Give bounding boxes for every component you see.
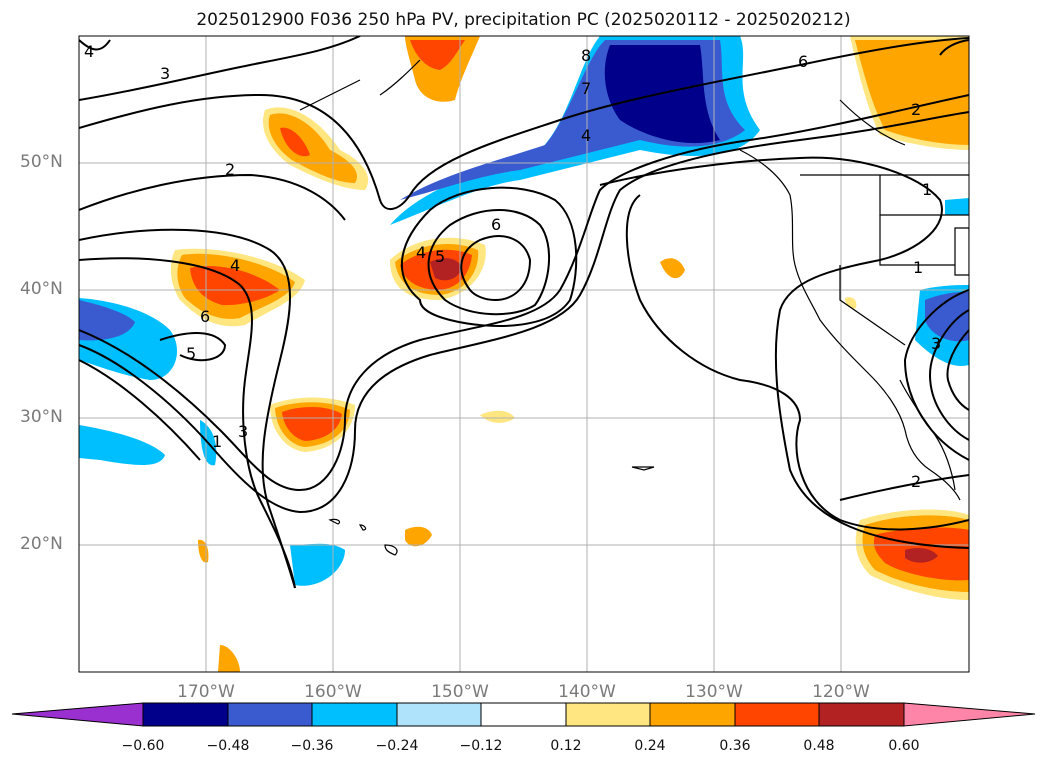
lat-label-20n: 20°N (20, 534, 63, 554)
lon-label-120w: 120°W (812, 682, 870, 702)
colorbar-extend-min (11, 702, 144, 727)
colorbar-segment (480, 702, 567, 727)
colorbar-segment (565, 702, 651, 727)
colorbar-tick: 0.12 (550, 738, 582, 754)
lon-label-140w: 140°W (558, 682, 616, 702)
lon-label-170w: 170°W (177, 682, 235, 702)
colorbar-tick: −0.12 (459, 738, 503, 754)
contour-label: 1 (913, 258, 923, 277)
contour-label: 6 (200, 307, 210, 326)
lon-label-150w: 150°W (431, 682, 489, 702)
map-title: 2025012900 F036 250 hPa PV, precipitatio… (196, 10, 851, 30)
plot-frame (78, 35, 970, 673)
colorbar-segment (396, 702, 482, 727)
lat-label-40n: 40°N (20, 279, 63, 299)
contour-label: 6 (798, 52, 808, 71)
contour-label: 8 (581, 46, 591, 65)
contour-label: 2 (911, 100, 921, 119)
contour-label: 1 (922, 180, 932, 199)
lon-label-130w: 130°W (685, 682, 743, 702)
contour-label: 7 (581, 79, 591, 98)
colorbar-tick: 0.36 (719, 738, 751, 754)
contour-label: 5 (186, 344, 196, 363)
colorbar-tick: −0.60 (121, 738, 165, 754)
lat-label-50n: 50°N (20, 152, 63, 172)
colorbar-segment (227, 702, 313, 727)
lon-label-160w: 160°W (304, 682, 362, 702)
contour-label: 3 (931, 334, 941, 353)
pv-contours (79, 36, 969, 589)
shading-layer (79, 36, 969, 672)
contour-label: 3 (160, 64, 170, 83)
colorbar-tick: −0.48 (206, 738, 250, 754)
contour-label: 2 (225, 160, 235, 179)
lat-label-30n: 30°N (20, 407, 63, 427)
colorbar-tick: −0.24 (375, 738, 419, 754)
contour-label: 3 (238, 422, 248, 441)
contour-label: 4 (581, 126, 591, 145)
contour-label: 5 (435, 247, 445, 266)
colorbar-segment (818, 702, 905, 727)
contour-label: 4 (84, 42, 94, 61)
coastline (299, 59, 969, 556)
colorbar-segment (311, 702, 398, 727)
colorbar (11, 702, 1036, 727)
contour-label: 2 (911, 472, 921, 491)
colorbar-segment (649, 702, 736, 727)
colorbar-extend-max (903, 702, 1036, 727)
colorbar-tick: −0.36 (290, 738, 334, 754)
contour-labels: 4 3 2 8 7 4 6 2 1 6 4 5 4 6 5 3 1 2 3 1 (84, 42, 941, 491)
contour-label: 6 (491, 215, 501, 234)
colorbar-tick: 0.24 (634, 738, 666, 754)
colorbar-tick: 0.48 (803, 738, 835, 754)
colorbar-tick: 0.60 (888, 738, 920, 754)
colorbar-segment (142, 702, 229, 727)
graticule (79, 36, 969, 672)
contour-label: 1 (212, 432, 222, 451)
colorbar-segment (734, 702, 820, 727)
contour-label: 4 (416, 243, 426, 262)
contour-label: 4 (230, 256, 240, 275)
